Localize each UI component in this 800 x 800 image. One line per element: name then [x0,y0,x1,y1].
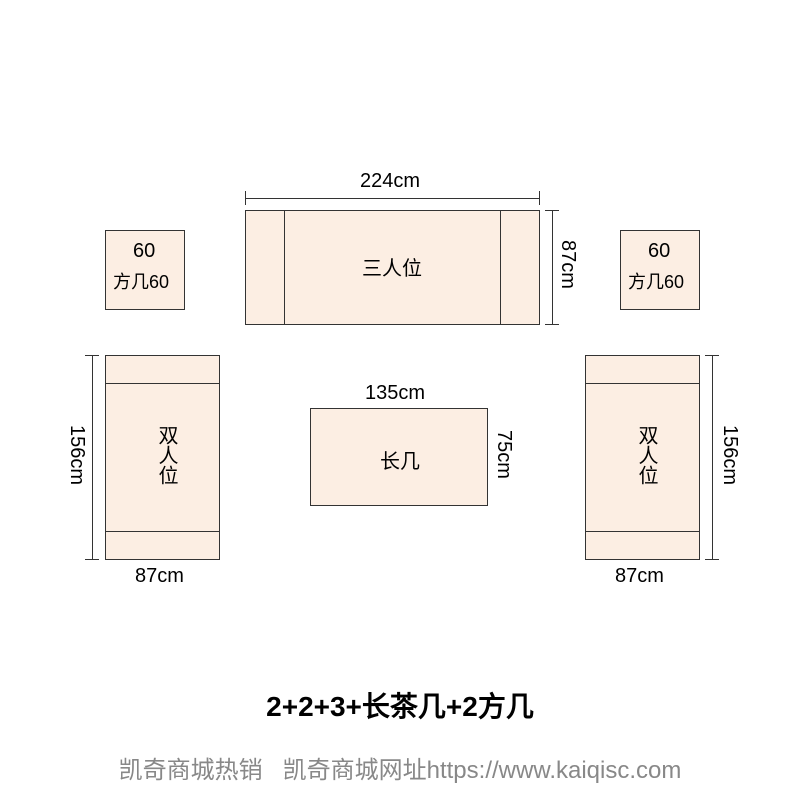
two-right-height-dim: 156cm [718,425,741,485]
dim-tick [539,191,540,205]
two-left-width-dim: 87cm [135,565,184,588]
coffee-width-dim: 135cm [365,382,425,405]
coffee-height-dim: 75cm [492,430,515,479]
two-right-width-dim: 87cm [615,565,664,588]
coffee-table-label: 长几 [380,445,420,474]
dim-tick [705,559,719,560]
dim-tick [245,191,246,205]
side-table-right-top-label: 60 [648,240,670,263]
side-table-right-bot-label: 方几60 [628,268,684,294]
dim-tick [85,559,99,560]
three-seat-label: 三人位 [362,252,422,281]
two-left-height-dim: 156cm [65,425,88,485]
footer-right: 凯奇商城网址https://www.kaiqisc.com [283,757,682,784]
footer-left: 凯奇商城热销 [119,757,263,784]
dim-line [552,210,553,325]
dim-tick [545,324,559,325]
dim-tick [545,210,559,211]
dim-tick [705,355,719,356]
side-table-left-bot-label: 方几60 [113,268,169,294]
footer-text: 凯奇商城热销 凯奇商城网址https://www.kaiqisc.com [0,750,800,785]
three-seat-height-dim: 87cm [556,240,579,289]
dim-line [245,198,540,199]
two-seat-left-label: 双人位 [152,425,181,485]
dim-line [712,355,713,560]
two-seat-right-label: 双人位 [632,425,661,485]
diagram-title: 2+2+3+长茶几+2方几 [0,685,800,725]
side-table-left-top-label: 60 [133,240,155,263]
three-seat-width-dim: 224cm [360,170,420,193]
dim-line [92,355,93,560]
dim-tick [85,355,99,356]
